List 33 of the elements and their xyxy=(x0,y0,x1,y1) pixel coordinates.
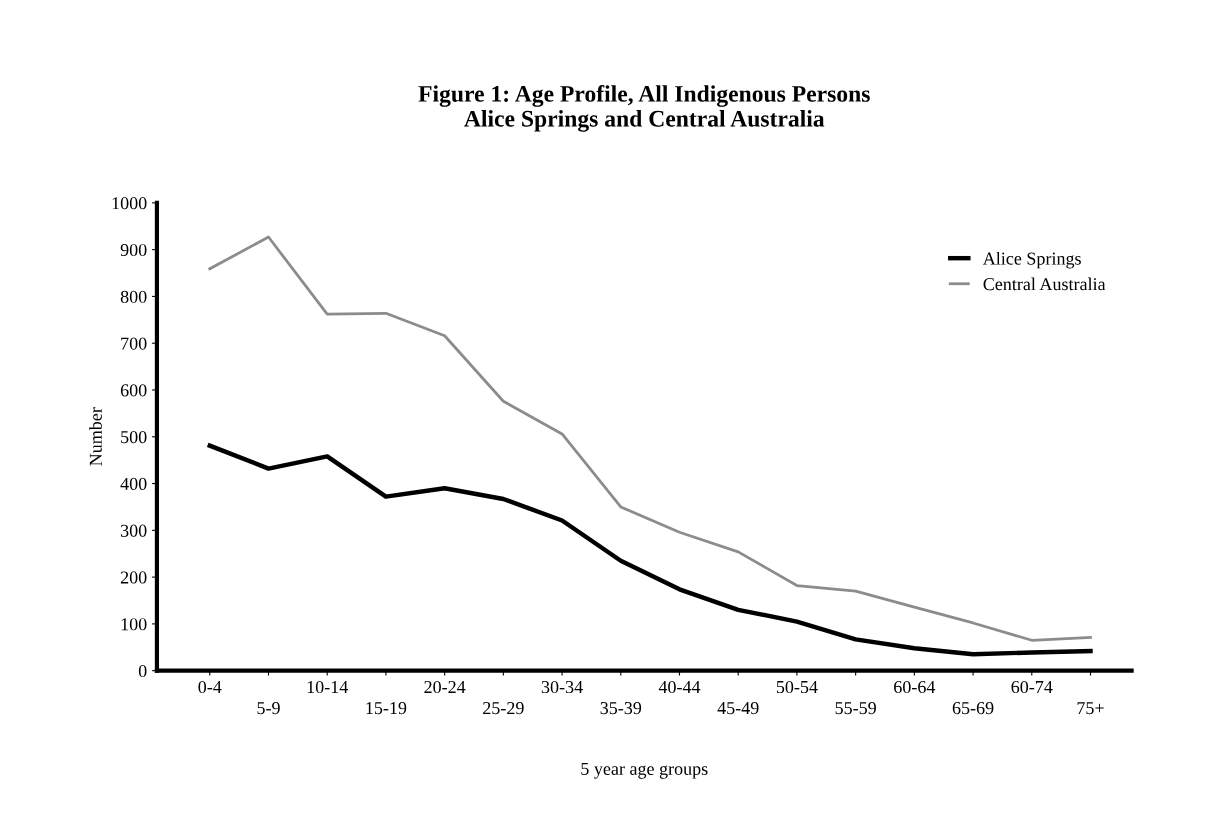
x-axis-title: 5 year age groups xyxy=(581,762,708,779)
x-tick-label: 30-34 xyxy=(541,680,583,694)
y-tick-label: 200 xyxy=(120,571,147,584)
legend-label: Alice Springs xyxy=(982,251,1081,269)
x-tick-label: 15-19 xyxy=(366,702,407,715)
y-tick-label: 500 xyxy=(121,431,147,444)
x-tick-label: 35-39 xyxy=(600,702,642,715)
y-tick-label: 300 xyxy=(120,524,147,537)
y-tick-label: 600 xyxy=(120,384,147,397)
x-tick-label: 5-9 xyxy=(257,702,280,715)
x-tick-label: 40-44 xyxy=(658,680,701,694)
x-tick-label: 60-64 xyxy=(894,680,936,694)
x-tick-label: 0-4 xyxy=(198,680,222,694)
x-tick-label: 20-24 xyxy=(424,680,466,694)
x-tick-label: 50-54 xyxy=(776,680,818,694)
y-tick-label: 1000 xyxy=(112,197,147,210)
y-tick-label: 400 xyxy=(120,477,147,490)
x-tick-label: 45-49 xyxy=(717,702,759,715)
x-tick-label: 75+ xyxy=(1077,702,1104,715)
x-tick-label: 25-29 xyxy=(483,702,524,715)
y-tick-label: 100 xyxy=(121,618,147,631)
x-tick-label: 60-74 xyxy=(1011,680,1053,694)
chart-title: Figure 1: Age Profile, All Indigenous Persons Alice Springs and Central Australia xyxy=(418,84,870,132)
x-tick-label: 55-59 xyxy=(835,702,876,715)
legend-label: Central Australia xyxy=(983,277,1106,291)
y-axis-title: Number xyxy=(89,407,102,466)
y-tick-label: 800 xyxy=(120,290,147,303)
y-tick-label: 0 xyxy=(138,664,147,678)
line-series xyxy=(207,443,1093,657)
x-tick-label: 10-14 xyxy=(307,680,348,694)
x-tick-label: 65-69 xyxy=(952,702,994,715)
y-tick-label: 700 xyxy=(121,337,147,350)
y-tick-label: 900 xyxy=(120,243,147,257)
